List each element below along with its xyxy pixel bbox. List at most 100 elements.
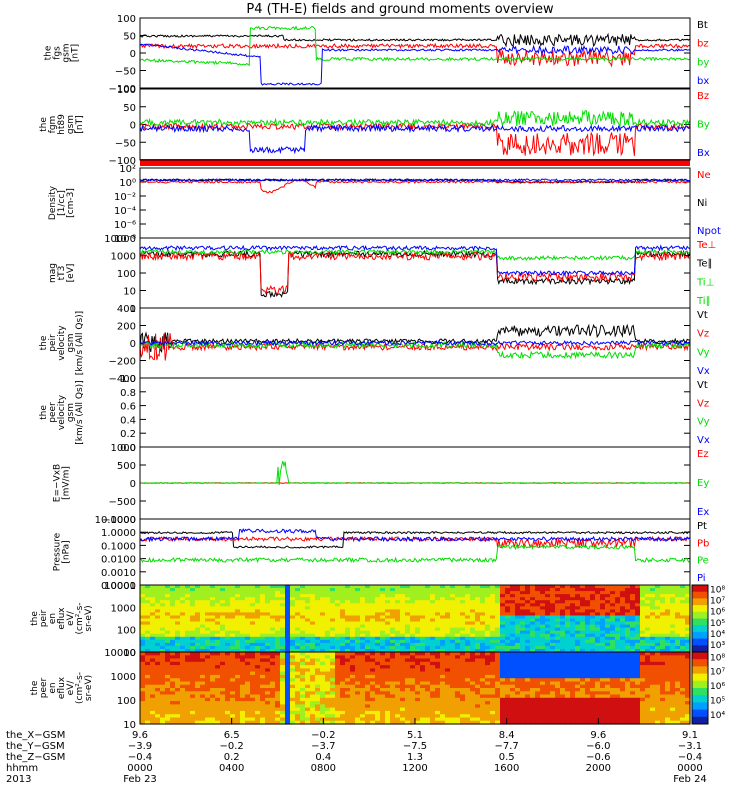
spectrogram-cell <box>160 701 166 705</box>
spectrogram-cell <box>590 681 596 686</box>
spectrogram-cell <box>455 645 461 650</box>
spectrogram-cell <box>405 597 411 601</box>
spectrogram-cell <box>560 594 566 598</box>
spectrogram-cell <box>370 691 376 696</box>
spectrogram-cell <box>665 603 671 607</box>
spectrogram-cell <box>155 633 161 638</box>
spectrogram-cell <box>305 618 311 623</box>
spectrogram-cell <box>255 704 261 709</box>
spectrogram-cell <box>640 642 646 647</box>
spectrogram-cell <box>500 612 506 616</box>
spectrogram-cell <box>385 674 391 679</box>
spectrogram-cell <box>275 621 281 626</box>
spectrogram-cell <box>330 658 336 663</box>
spectrogram-cell <box>515 710 521 715</box>
spectrogram-cell <box>620 630 626 635</box>
spectrogram-cell <box>365 603 371 607</box>
spectrogram-cell <box>375 591 381 595</box>
spectrogram-cell <box>480 600 486 604</box>
legend-entry: Vt <box>697 310 708 321</box>
spectrogram-cell <box>400 603 406 607</box>
spectrogram-cell <box>360 609 366 613</box>
spectrogram-cell <box>235 671 241 676</box>
spectrogram-cell <box>605 630 611 635</box>
spectrogram-cell <box>505 600 511 604</box>
spectrogram-cell <box>630 707 636 712</box>
spectrogram-cell <box>355 649 361 653</box>
spectrogram-cell <box>415 707 421 712</box>
ylabel-line: E=−VxB <box>53 464 63 502</box>
spectrogram-cell <box>660 645 666 650</box>
spectrogram-cell <box>465 668 471 673</box>
spectrogram-cell <box>385 600 391 604</box>
spectrogram-cell <box>265 688 271 692</box>
spectrogram-cell <box>440 624 446 629</box>
spectrogram-cell <box>435 630 441 635</box>
spectrogram-cell <box>350 627 356 632</box>
series-By <box>139 109 691 128</box>
spectrogram-cell <box>355 661 361 666</box>
spectrogram-cell <box>330 649 336 653</box>
spectrogram-cell <box>345 603 351 607</box>
spectrogram-cell <box>650 633 656 638</box>
spectrogram-cell <box>325 704 331 709</box>
spectrogram-cell <box>185 717 191 722</box>
spectrogram-cell <box>215 615 221 620</box>
spectrogram-cell <box>260 636 266 641</box>
spectrogram-cell <box>505 717 511 722</box>
spectrogram-cell <box>450 624 456 629</box>
spectrogram-cell <box>655 597 661 601</box>
spectrogram-cell <box>430 658 436 663</box>
spectrogram-cell <box>260 720 266 725</box>
spectrogram-cell <box>255 707 261 712</box>
spectrogram-cell <box>685 585 691 589</box>
spectrogram-cell <box>280 658 286 663</box>
spectrogram-cell <box>570 618 576 623</box>
spectrogram-cell <box>685 636 691 641</box>
spectrogram-cell <box>315 665 321 669</box>
spectrogram-cell <box>290 588 296 592</box>
spectrogram-cell <box>605 671 611 676</box>
spectrogram-cell <box>605 615 611 620</box>
spectrogram-cell <box>645 624 651 629</box>
spectrogram-cell <box>505 681 511 686</box>
spectrogram-cell <box>580 674 586 679</box>
spectrogram-cell <box>205 668 211 673</box>
spectrogram-cell <box>315 591 321 595</box>
spectrogram-cell <box>675 588 681 592</box>
spectrogram-cell <box>655 594 661 598</box>
spectrogram-cell <box>200 649 206 653</box>
spectrogram-cell <box>440 618 446 623</box>
spectrogram-cell <box>640 603 646 607</box>
spectrogram-cell <box>170 694 176 699</box>
spectrogram-cell <box>200 645 206 650</box>
spectrogram-cell <box>490 603 496 607</box>
spectrogram-cell <box>380 674 386 679</box>
spectrogram-cell <box>365 668 371 673</box>
spectrogram-cell <box>310 615 316 620</box>
spectrogram-cell <box>435 704 441 709</box>
spectrogram-cell <box>605 655 611 660</box>
spectrogram-cell <box>395 630 401 635</box>
spectrogram-cell <box>520 633 526 638</box>
legend-entry: Bt <box>697 20 708 31</box>
series-Bz <box>139 122 691 157</box>
spectrogram-cell <box>310 627 316 632</box>
spectrogram-cell <box>275 603 281 607</box>
spectrogram-cell <box>215 588 221 592</box>
spectrogram-cell <box>685 615 691 620</box>
spectrogram-cell <box>405 612 411 616</box>
spectrogram-cell <box>395 621 401 626</box>
spectrogram-cell <box>505 665 511 669</box>
spectrogram-cell <box>475 649 481 653</box>
spectrogram-cell <box>445 655 451 660</box>
spectrogram-cell <box>385 655 391 660</box>
y-tick-label: 10 <box>123 720 136 731</box>
spectrogram-cell <box>475 624 481 629</box>
spectrogram-cell <box>215 681 221 686</box>
series-Npot <box>139 178 690 182</box>
spectrogram-cell <box>575 621 581 626</box>
spectrogram-cell <box>460 645 466 650</box>
spectrogram-cell <box>220 684 226 689</box>
spectrogram-cell <box>355 707 361 712</box>
